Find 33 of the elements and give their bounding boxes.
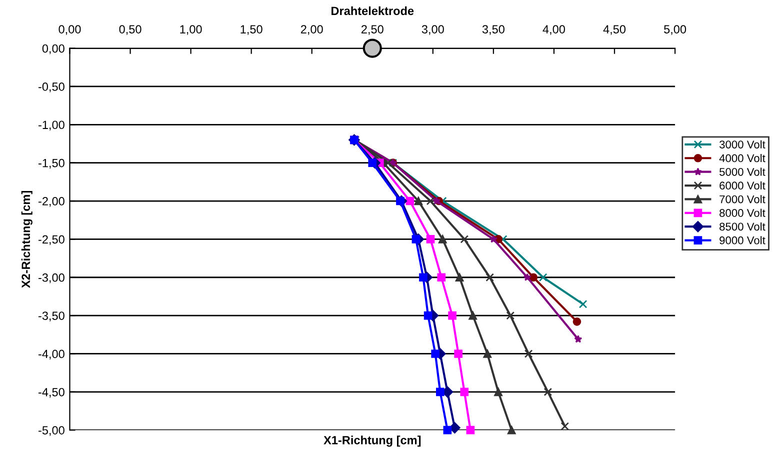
x-tick-label: 1,00 bbox=[180, 25, 202, 35]
legend-label: 8500 Volt bbox=[720, 222, 766, 231]
y-tick-label: -3,00 bbox=[38, 273, 64, 284]
y-tick-label: -2,00 bbox=[38, 197, 64, 207]
x-tick-label: 3,50 bbox=[482, 25, 504, 35]
x-tick-label: 4,50 bbox=[603, 25, 626, 35]
x-tick-label: 5,00 bbox=[664, 25, 686, 35]
x-tick-label: 3,00 bbox=[422, 25, 444, 35]
x-tick-label: 2,00 bbox=[300, 25, 323, 35]
y-tick-label: -3,50 bbox=[38, 312, 64, 322]
y-tick-label: -0,50 bbox=[38, 82, 64, 92]
legend-label: 9000 Volt bbox=[720, 236, 766, 244]
chart-title: Drahtelektrode bbox=[332, 6, 414, 16]
y-axis-title: X2-Richtung [cm] bbox=[21, 191, 32, 288]
x-tick-label: 0,00 bbox=[58, 25, 81, 35]
y-tick-label: -4,00 bbox=[38, 350, 64, 360]
y-tick-label: -1,00 bbox=[38, 120, 64, 130]
legend-label: 6000 Volt bbox=[720, 181, 766, 190]
y-tick-label: -2,50 bbox=[38, 235, 64, 245]
x-tick-label: 4,00 bbox=[542, 25, 565, 35]
x-tick-label: 1,50 bbox=[240, 25, 262, 35]
y-tick-label: 0,00 bbox=[42, 44, 64, 54]
legend-label: 4000 Volt bbox=[719, 154, 766, 162]
x-axis-title: X1-Richtung [cm] bbox=[324, 436, 421, 447]
y-tick-label: -1,50 bbox=[38, 158, 64, 169]
x-tick-label: 0,50 bbox=[119, 25, 142, 35]
y-tick-label: -4,50 bbox=[38, 388, 64, 398]
legend-label: 5000 Volt bbox=[720, 168, 766, 176]
legend-label: 7000 Volt bbox=[720, 195, 766, 204]
legend-label: 3000 Volt bbox=[719, 140, 766, 148]
y-tick-label: -5,00 bbox=[38, 426, 64, 436]
x-tick-label: 2,50 bbox=[361, 25, 384, 35]
legend-label: 8000 Volt bbox=[720, 208, 766, 217]
